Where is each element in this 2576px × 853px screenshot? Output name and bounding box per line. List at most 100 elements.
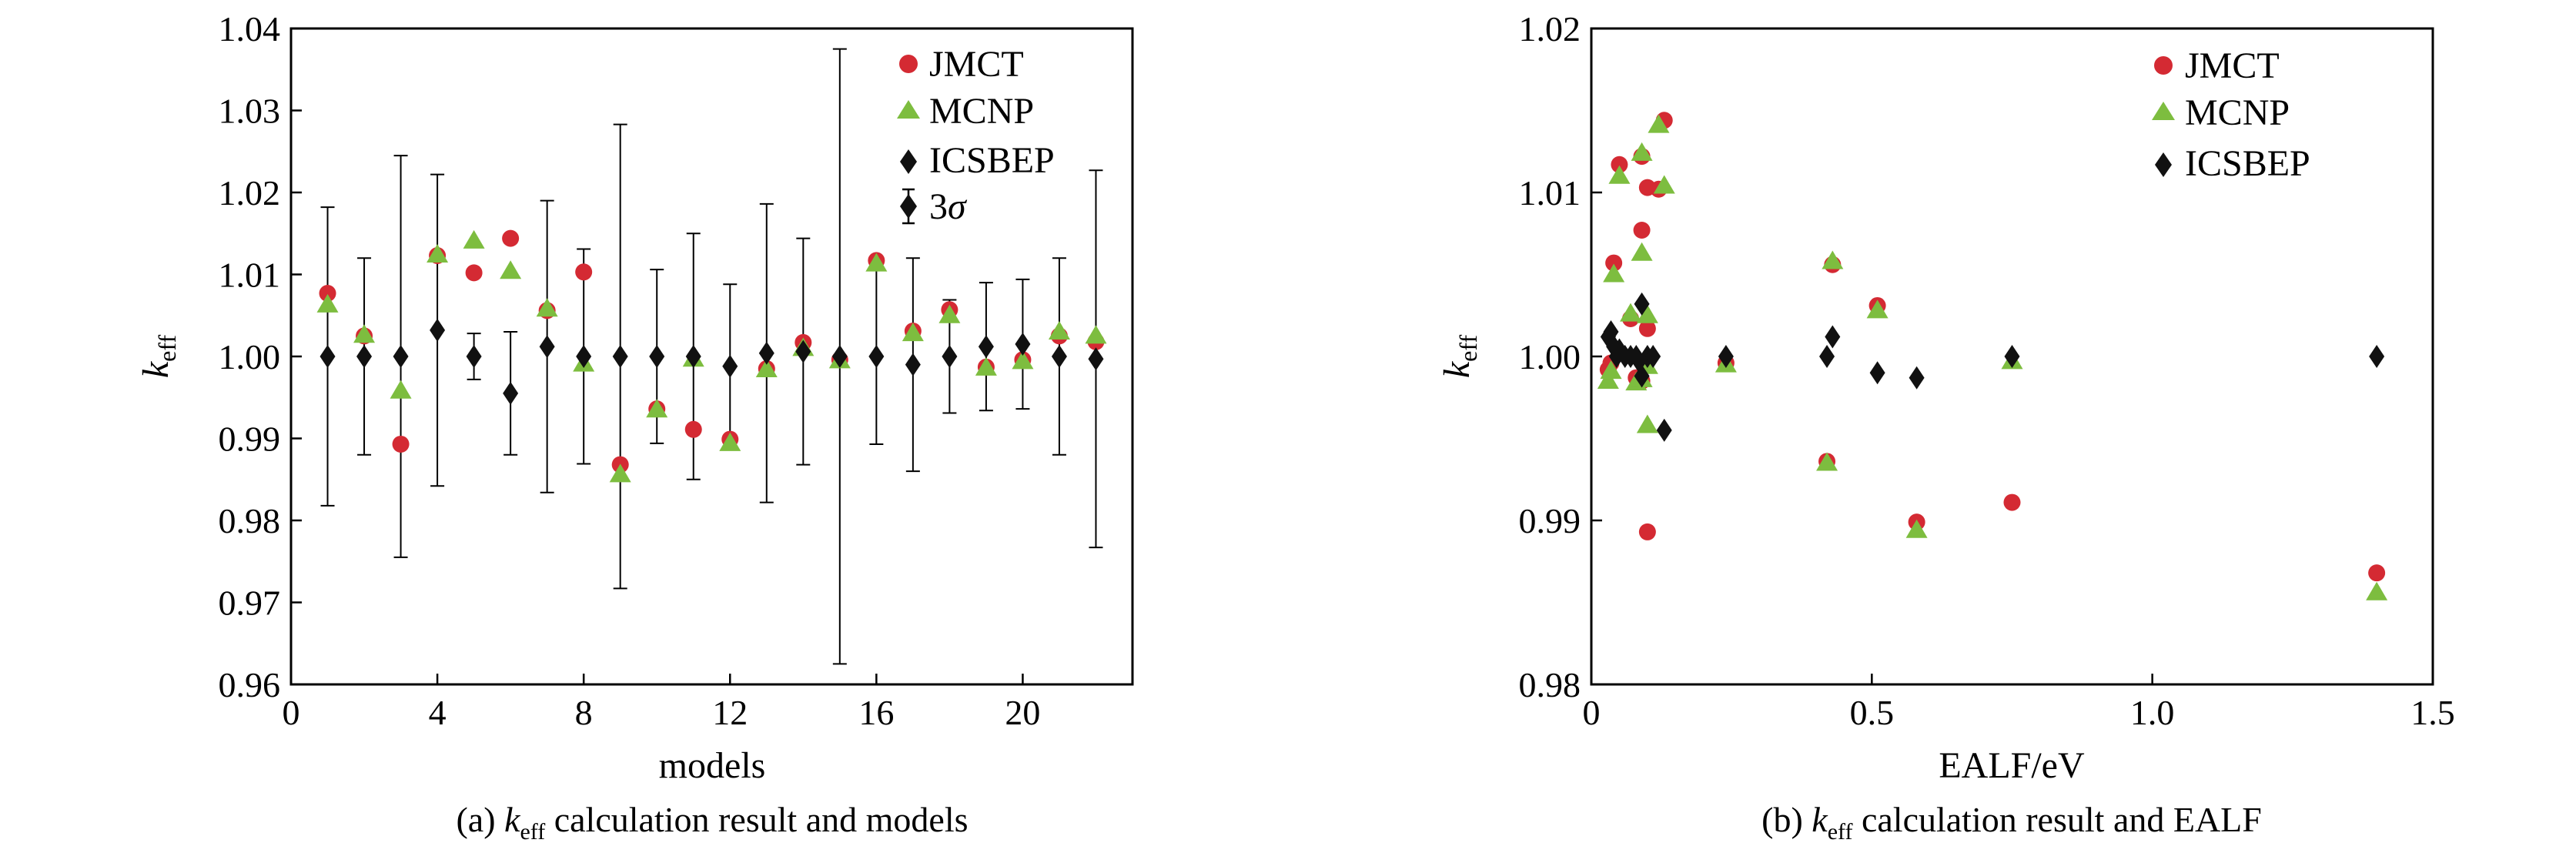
icsbep-point <box>1718 345 1734 368</box>
jmct-point <box>1638 523 1656 540</box>
legend-jmct-marker <box>899 55 918 73</box>
mcnp-point <box>1822 250 1844 269</box>
icsbep-point <box>1088 347 1104 371</box>
icsbep-point <box>1634 292 1650 316</box>
y-tick-label: 0.97 <box>219 584 281 623</box>
y-tick-label: 0.99 <box>1519 501 1581 540</box>
mcnp-point <box>865 253 888 272</box>
x-tick-label: 4 <box>429 693 447 732</box>
icsbep-point <box>1909 366 1925 390</box>
icsbep-point <box>430 318 446 342</box>
jmct-point <box>465 264 483 282</box>
mcnp-point <box>390 380 412 399</box>
x-tick-label: 12 <box>712 693 748 732</box>
chart-b-marks <box>1597 112 2388 600</box>
chart-a-legend: JMCT MCNP ICSBEP 3σ <box>897 44 1055 227</box>
y-tick-label: 1.01 <box>1519 173 1581 212</box>
icsbep-point <box>649 345 665 368</box>
icsbep-point <box>722 354 738 378</box>
jmct-point <box>502 229 520 247</box>
mcnp-point <box>500 260 522 279</box>
icsbep-point <box>795 340 811 363</box>
y-tick-label: 1.03 <box>219 92 281 131</box>
mcnp-point <box>1631 242 1653 261</box>
jmct-point <box>1605 254 1623 272</box>
y-tick-label: 0.98 <box>219 501 281 540</box>
icsbep-point <box>831 345 848 368</box>
mcnp-point <box>1636 304 1658 323</box>
icsbep-point <box>539 335 555 359</box>
mcnp-point <box>463 229 485 249</box>
legend-jmct-label: JMCT <box>929 44 1024 85</box>
chart-b-ylabel: keff <box>1437 335 1482 379</box>
mcnp-point <box>646 399 668 418</box>
y-tick-label: 1.01 <box>219 256 281 295</box>
legend-mcnp-marker <box>2152 102 2175 120</box>
chart-a-ylabel: keff <box>135 335 181 379</box>
icsbep-point <box>2004 345 2020 368</box>
chart-a-marks <box>316 48 1107 665</box>
y-tick-label: 0.98 <box>1519 665 1581 704</box>
mcnp-point <box>1648 114 1670 133</box>
y-tick-label: 1.02 <box>219 173 281 212</box>
jmct-point <box>319 284 336 302</box>
jmct-point <box>1638 319 1656 337</box>
mcnp-point <box>1816 452 1838 471</box>
x-tick-label: 1.0 <box>2130 693 2175 732</box>
x-tick-label: 0.5 <box>1850 693 1895 732</box>
legend-jmct-label: JMCT <box>2185 45 2280 86</box>
mcnp-point <box>1620 303 1642 322</box>
mcnp-point <box>2366 581 2388 600</box>
icsbep-point <box>1645 345 1661 368</box>
y-tick-label: 0.99 <box>219 420 281 459</box>
chart-b-caption: (b) keff calculation result and EALF <box>1761 800 2262 845</box>
mcnp-point <box>755 359 778 378</box>
y-tick-label: 1.00 <box>219 337 281 376</box>
jmct-point <box>2003 493 2021 511</box>
legend-icsbep-label: ICSBEP <box>2185 143 2310 184</box>
mcnp-point <box>902 323 924 342</box>
x-tick-label: 8 <box>575 693 593 732</box>
x-tick-label: 20 <box>1005 693 1040 732</box>
x-tick-label: 16 <box>858 693 894 732</box>
chart-b-legend: JMCT MCNP ICSBEP <box>2152 45 2310 184</box>
icsbep-point <box>466 345 482 368</box>
icsbep-point <box>1051 345 1067 368</box>
jmct-point <box>684 420 702 438</box>
mcnp-point <box>427 243 449 263</box>
chart-b-axis-ticks: 0 0.5 1.0 1.5 0.98 0.99 1.00 1.01 1.02 <box>1519 9 2455 732</box>
icsbep-point <box>393 345 409 368</box>
jmct-point <box>575 263 593 281</box>
y-tick-label: 0.96 <box>219 665 281 704</box>
icsbep-point <box>356 345 373 368</box>
mcnp-point <box>316 293 339 313</box>
mcnp-point <box>536 298 558 317</box>
icsbep-point <box>1656 418 1672 442</box>
chart-a-xlabel: models <box>659 745 766 786</box>
icsbep-point <box>758 341 774 365</box>
legend-mcnp-label: MCNP <box>929 91 1034 132</box>
mcnp-point <box>1600 360 1622 380</box>
icsbep-point <box>685 345 701 368</box>
mcnp-point <box>1085 325 1107 344</box>
mcnp-point <box>353 324 376 343</box>
mcnp-point <box>609 463 631 483</box>
icsbep-point <box>942 345 958 368</box>
mcnp-point <box>975 356 997 376</box>
mcnp-point <box>1608 165 1631 184</box>
icsbep-point <box>905 353 921 376</box>
mcnp-point <box>1866 299 1889 319</box>
mcnp-point <box>719 432 741 451</box>
jmct-point <box>1611 156 1628 173</box>
legend-icsbep-label: ICSBEP <box>929 140 1055 181</box>
x-tick-label: 0 <box>283 693 300 732</box>
legend-mcnp-label: MCNP <box>2185 92 2290 133</box>
icsbep-point <box>2369 345 2385 368</box>
legend-icsbep-marker <box>900 149 917 174</box>
mcnp-point <box>1012 350 1034 370</box>
y-tick-label: 1.00 <box>1519 337 1581 376</box>
x-tick-label: 1.5 <box>2410 693 2455 732</box>
chart-a-axis-ticks: 0 4 8 12 16 20 0.96 0.97 0.98 0.99 1.00 1.01 1.02 1.0… <box>219 9 1041 732</box>
icsbep-point <box>1634 364 1650 388</box>
